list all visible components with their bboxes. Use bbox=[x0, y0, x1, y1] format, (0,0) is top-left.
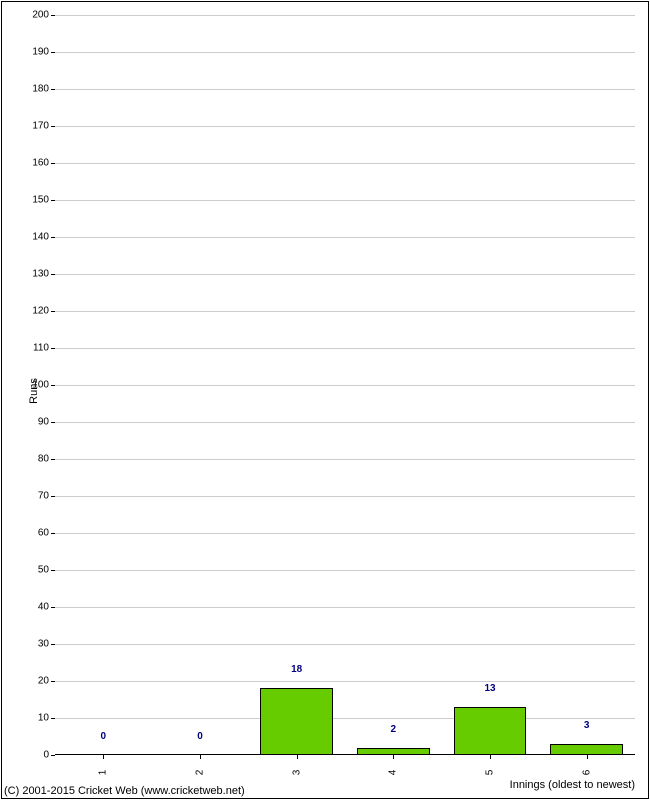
gridline bbox=[55, 15, 635, 16]
y-tick-mark bbox=[51, 533, 55, 534]
y-tick-label: 160 bbox=[19, 158, 49, 169]
x-tick-mark bbox=[200, 755, 201, 759]
y-tick-mark bbox=[51, 200, 55, 201]
gridline bbox=[55, 422, 635, 423]
y-tick-label: 190 bbox=[19, 47, 49, 58]
y-tick-mark bbox=[51, 718, 55, 719]
y-tick-label: 0 bbox=[19, 750, 49, 761]
y-tick-mark bbox=[51, 644, 55, 645]
y-tick-label: 180 bbox=[19, 84, 49, 95]
x-tick-label: 1 bbox=[98, 770, 109, 776]
y-tick-mark bbox=[51, 422, 55, 423]
y-tick-mark bbox=[51, 348, 55, 349]
gridline bbox=[55, 570, 635, 571]
y-tick-mark bbox=[51, 607, 55, 608]
gridline bbox=[55, 459, 635, 460]
y-tick-mark bbox=[51, 126, 55, 127]
y-tick-label: 120 bbox=[19, 306, 49, 317]
gridline bbox=[55, 52, 635, 53]
chart-frame: 0102030405060708090100110120130140150160… bbox=[0, 0, 650, 800]
gridline bbox=[55, 681, 635, 682]
gridline bbox=[55, 274, 635, 275]
y-tick-label: 90 bbox=[19, 417, 49, 428]
gridline bbox=[55, 644, 635, 645]
y-tick-mark bbox=[51, 237, 55, 238]
y-tick-mark bbox=[51, 311, 55, 312]
y-tick-label: 140 bbox=[19, 232, 49, 243]
gridline bbox=[55, 496, 635, 497]
x-tick-mark bbox=[587, 755, 588, 759]
y-tick-label: 110 bbox=[19, 343, 49, 354]
gridline bbox=[55, 89, 635, 90]
bar-value-label: 13 bbox=[484, 683, 495, 694]
x-tick-mark bbox=[103, 755, 104, 759]
bar bbox=[357, 748, 430, 755]
bar bbox=[260, 688, 333, 755]
y-tick-mark bbox=[51, 496, 55, 497]
y-tick-label: 130 bbox=[19, 269, 49, 280]
y-tick-mark bbox=[51, 163, 55, 164]
x-tick-label: 3 bbox=[291, 770, 302, 776]
x-axis-title: Innings (oldest to newest) bbox=[510, 779, 635, 791]
y-tick-mark bbox=[51, 570, 55, 571]
bar-value-label: 0 bbox=[197, 731, 203, 742]
bar bbox=[454, 707, 527, 755]
bar bbox=[550, 744, 623, 755]
y-tick-mark bbox=[51, 274, 55, 275]
gridline bbox=[55, 200, 635, 201]
gridline bbox=[55, 126, 635, 127]
bar-value-label: 2 bbox=[391, 724, 397, 735]
x-tick-label: 2 bbox=[195, 770, 206, 776]
y-tick-label: 40 bbox=[19, 602, 49, 613]
x-tick-mark bbox=[297, 755, 298, 759]
x-axis-baseline bbox=[55, 754, 635, 755]
y-tick-mark bbox=[51, 89, 55, 90]
y-tick-mark bbox=[51, 15, 55, 16]
y-tick-label: 10 bbox=[19, 713, 49, 724]
gridline bbox=[55, 163, 635, 164]
y-tick-label: 200 bbox=[19, 10, 49, 21]
plot-area: 0102030405060708090100110120130140150160… bbox=[55, 15, 635, 755]
gridline bbox=[55, 237, 635, 238]
x-tick-mark bbox=[393, 755, 394, 759]
gridline bbox=[55, 607, 635, 608]
y-tick-mark bbox=[51, 755, 55, 756]
gridline bbox=[55, 385, 635, 386]
gridline bbox=[55, 533, 635, 534]
y-tick-label: 20 bbox=[19, 676, 49, 687]
bar-value-label: 3 bbox=[584, 720, 590, 731]
x-tick-label: 5 bbox=[485, 770, 496, 776]
y-tick-label: 80 bbox=[19, 454, 49, 465]
x-tick-mark bbox=[490, 755, 491, 759]
y-tick-label: 30 bbox=[19, 639, 49, 650]
bar-value-label: 18 bbox=[291, 664, 302, 675]
x-tick-label: 4 bbox=[388, 770, 399, 776]
y-tick-label: 60 bbox=[19, 528, 49, 539]
y-tick-label: 170 bbox=[19, 121, 49, 132]
bar-value-label: 0 bbox=[101, 731, 107, 742]
y-axis-title: Runs bbox=[28, 378, 40, 404]
gridline bbox=[55, 348, 635, 349]
y-tick-mark bbox=[51, 52, 55, 53]
y-tick-label: 70 bbox=[19, 491, 49, 502]
y-tick-mark bbox=[51, 385, 55, 386]
gridline bbox=[55, 311, 635, 312]
y-tick-mark bbox=[51, 681, 55, 682]
copyright-text: (C) 2001-2015 Cricket Web (www.cricketwe… bbox=[4, 785, 245, 797]
y-tick-mark bbox=[51, 459, 55, 460]
y-tick-label: 50 bbox=[19, 565, 49, 576]
gridline bbox=[55, 718, 635, 719]
y-tick-label: 150 bbox=[19, 195, 49, 206]
x-tick-label: 6 bbox=[581, 770, 592, 776]
